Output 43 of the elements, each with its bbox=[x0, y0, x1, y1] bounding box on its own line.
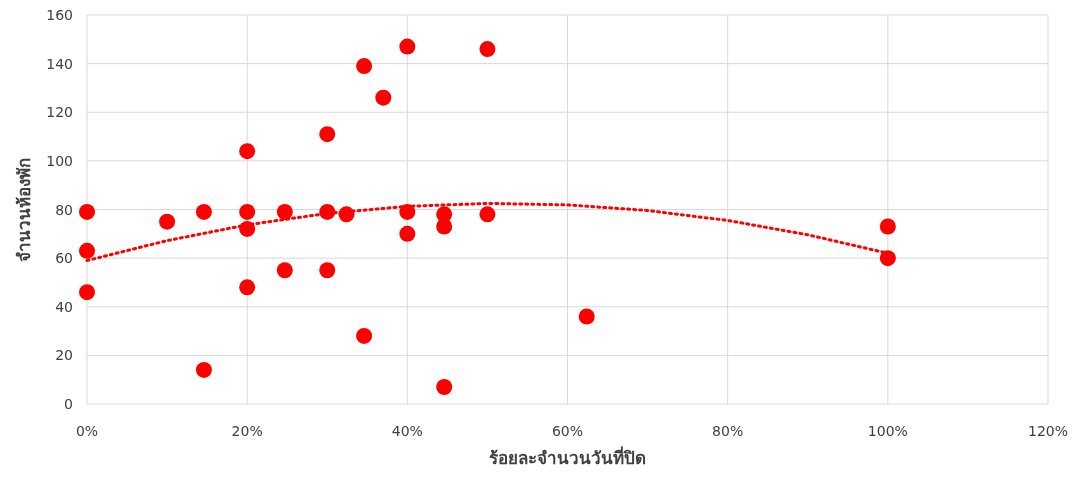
y-tick-label: 0 bbox=[64, 396, 73, 412]
y-tick-label: 160 bbox=[46, 7, 73, 23]
y-axis-title: จำนวนห้องพัก bbox=[14, 157, 34, 262]
point bbox=[578, 308, 595, 325]
y-tick-label: 100 bbox=[46, 152, 73, 169]
point bbox=[879, 250, 896, 267]
x-tick-label: 100% bbox=[867, 423, 908, 439]
y-tick-label: 20 bbox=[55, 347, 73, 364]
point bbox=[79, 284, 95, 301]
point bbox=[356, 327, 373, 344]
point bbox=[436, 378, 453, 395]
point bbox=[399, 38, 416, 55]
point bbox=[195, 361, 212, 378]
point bbox=[79, 242, 95, 259]
x-tick-label: 80% bbox=[712, 423, 744, 439]
y-tick-label: 80 bbox=[55, 201, 73, 218]
point bbox=[399, 225, 416, 242]
point bbox=[356, 58, 373, 75]
point bbox=[879, 218, 896, 235]
point bbox=[436, 218, 453, 235]
y-tick-label: 140 bbox=[46, 55, 73, 72]
x-tick-label: 0% bbox=[75, 423, 99, 439]
point bbox=[195, 203, 212, 220]
point bbox=[479, 41, 496, 58]
point bbox=[276, 262, 293, 279]
point bbox=[159, 213, 176, 230]
point bbox=[319, 262, 336, 279]
point bbox=[375, 89, 392, 106]
point bbox=[79, 203, 95, 220]
x-tick-label: 20% bbox=[231, 423, 263, 439]
y-tick-label: 40 bbox=[55, 298, 73, 315]
y-tick-label: 120 bbox=[46, 104, 73, 121]
x-tick-label: 40% bbox=[391, 423, 423, 439]
point bbox=[239, 143, 256, 160]
point bbox=[239, 279, 256, 296]
point bbox=[319, 126, 336, 143]
y-tick-label: 60 bbox=[55, 250, 73, 267]
x-tick-label: 60% bbox=[551, 423, 584, 439]
point bbox=[239, 203, 256, 220]
x-axis-title: ร้อยละจำนวนวันที่ปิด bbox=[489, 446, 646, 468]
x-tick-label: 120% bbox=[1027, 423, 1069, 439]
point bbox=[276, 203, 293, 220]
point bbox=[479, 206, 496, 223]
